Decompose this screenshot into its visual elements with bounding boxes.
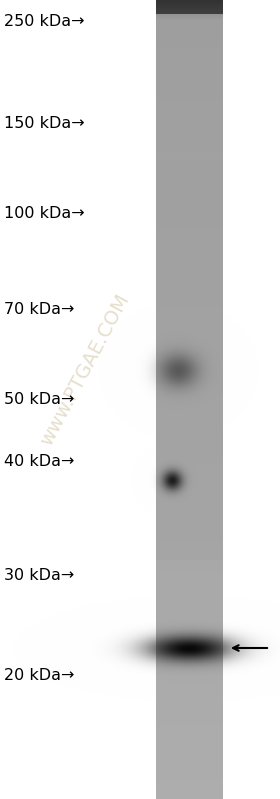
Text: 150 kDa→: 150 kDa→ — [4, 116, 85, 130]
Text: www.PTGAE.COM: www.PTGAE.COM — [37, 291, 133, 449]
Text: 70 kDa→: 70 kDa→ — [4, 303, 74, 317]
Text: 100 kDa→: 100 kDa→ — [4, 205, 85, 221]
Text: 250 kDa→: 250 kDa→ — [4, 14, 85, 30]
Text: 30 kDa→: 30 kDa→ — [4, 567, 74, 582]
Text: 20 kDa→: 20 kDa→ — [4, 667, 74, 682]
Text: 50 kDa→: 50 kDa→ — [4, 392, 74, 407]
Text: 40 kDa→: 40 kDa→ — [4, 455, 74, 470]
